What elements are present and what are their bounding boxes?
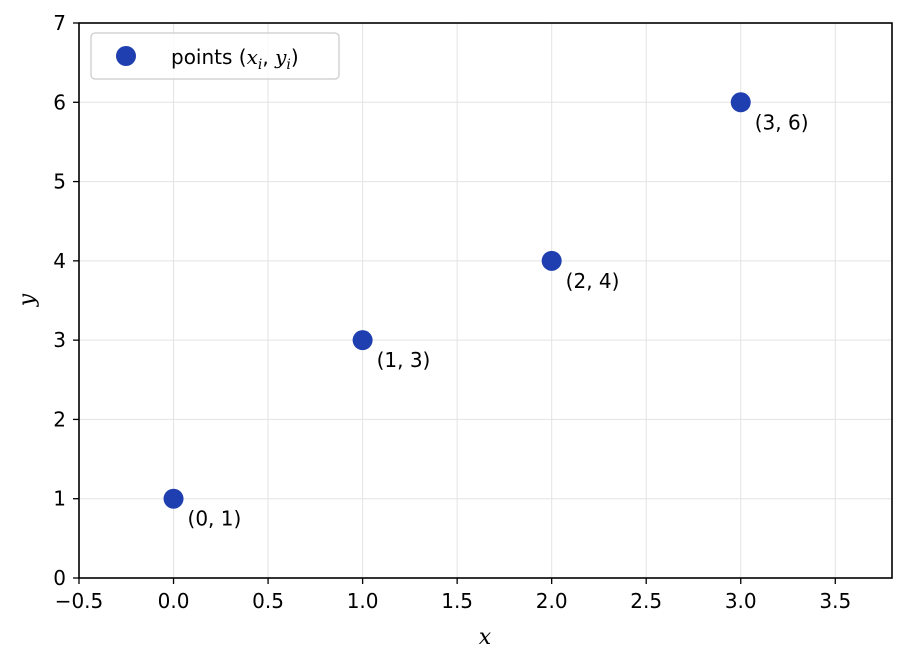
x-tick-label: 3.5 xyxy=(819,589,851,613)
x-axis-label: x xyxy=(479,625,492,650)
x-tick-label: 1.0 xyxy=(347,589,379,613)
grid xyxy=(78,22,892,579)
legend: points (xi, yi) xyxy=(90,32,340,80)
x-tick-label: 3.0 xyxy=(725,589,757,613)
y-tick-label: 4 xyxy=(53,249,66,273)
x-tick-label: 2.5 xyxy=(630,589,662,613)
legend-y-subscript: i xyxy=(286,57,290,73)
legend-label: points (xi, yi) xyxy=(171,45,299,73)
legend-prefix: points ( xyxy=(171,45,247,69)
legend-x-subscript: i xyxy=(258,57,262,73)
y-tick-label: 1 xyxy=(53,487,66,511)
y-tick-label: 6 xyxy=(53,90,66,114)
point-labels: (0, 1) (1, 3) (2, 4) (3, 6) xyxy=(188,110,809,530)
legend-x-symbol: x xyxy=(247,45,258,69)
plot-area-frame xyxy=(78,22,893,579)
y-tick-label: 5 xyxy=(53,170,66,194)
legend-separator: , xyxy=(262,45,275,69)
point-label: (1, 3) xyxy=(377,348,431,372)
y-axis-label: y xyxy=(15,293,40,307)
data-point xyxy=(163,488,184,509)
x-tick-label: 1.5 xyxy=(441,589,473,613)
legend-box xyxy=(90,32,340,80)
legend-marker xyxy=(116,46,136,66)
x-tick-label: 0.5 xyxy=(252,589,284,613)
data-point xyxy=(352,330,373,351)
y-tick-label: 0 xyxy=(53,566,66,590)
x-tick-label: 2.0 xyxy=(536,589,568,613)
x-tick-label: −0.5 xyxy=(55,589,104,613)
legend-y-symbol: y xyxy=(274,45,287,69)
x-axis: −0.5 0.0 0.5 1.0 1.5 2.0 2.5 3.0 3.5 xyxy=(55,578,851,613)
point-label: (0, 1) xyxy=(188,507,242,531)
point-label: (3, 6) xyxy=(755,110,809,134)
y-tick-label: 2 xyxy=(53,407,66,431)
x-tick-label: 0.0 xyxy=(158,589,190,613)
data-point xyxy=(730,92,751,113)
data-points xyxy=(163,92,751,509)
point-label: (2, 4) xyxy=(566,269,620,293)
y-tick-label: 7 xyxy=(53,11,66,35)
legend-suffix: ) xyxy=(291,45,299,69)
data-point xyxy=(541,250,562,271)
y-axis: 0 1 2 3 4 5 6 7 xyxy=(53,11,79,590)
y-tick-label: 3 xyxy=(53,328,66,352)
